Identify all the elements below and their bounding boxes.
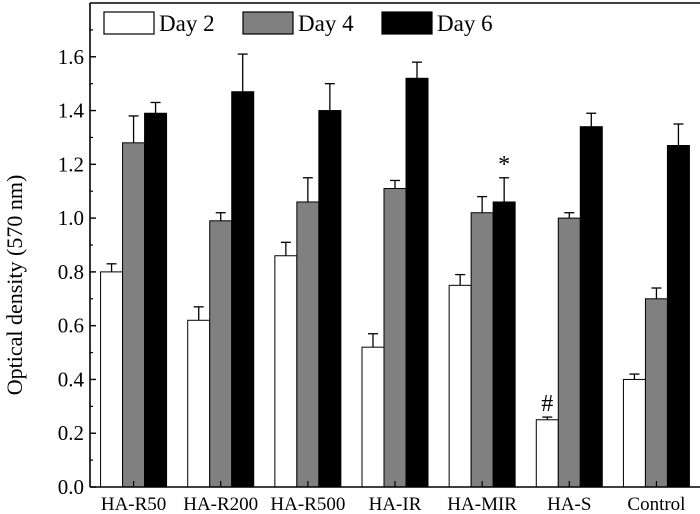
category-group — [100, 101, 168, 488]
bar — [383, 188, 407, 488]
legend-swatch — [242, 11, 294, 35]
bar — [557, 217, 581, 488]
bar — [448, 284, 472, 488]
x-tick-label: HA-R200 — [183, 494, 258, 514]
legend-swatch — [381, 11, 433, 35]
bar — [492, 201, 516, 488]
bar — [187, 319, 211, 488]
x-tick-label: HA-MIR — [447, 494, 517, 514]
y-tick-label: 1.6 — [58, 45, 84, 69]
x-tick-label: HA-R50 — [101, 494, 166, 514]
axes: 0.0 0.2 0.4 0.6 0.8 1.0 1.2 1.4 1.6 HA-R50 HA-R200… — [58, 2, 700, 514]
bar — [666, 145, 690, 488]
bar — [100, 271, 124, 488]
legend-label: Day 6 — [437, 11, 493, 36]
y-tick-label: 0.4 — [58, 367, 85, 391]
plot-area: #* — [100, 53, 690, 488]
significance-marker: # — [541, 391, 553, 417]
bar — [296, 201, 320, 488]
y-tick-label: 1.4 — [58, 99, 85, 123]
bar — [405, 77, 429, 488]
legend-swatch — [103, 11, 155, 35]
x-tick-label: Control — [627, 494, 685, 514]
legend: Day 2 Day 4 Day 6 — [103, 11, 493, 36]
x-tick-label: HA-R500 — [270, 494, 345, 514]
bar — [535, 419, 559, 488]
y-axis-title: Optical density (570 nm) — [2, 175, 27, 396]
category-group — [448, 177, 516, 488]
bar — [579, 126, 603, 488]
bar — [470, 212, 494, 488]
bar — [274, 255, 298, 488]
y-tick-label: 1.0 — [58, 206, 84, 230]
category-group — [622, 123, 690, 488]
bar — [622, 378, 646, 488]
x-tick-label: HA-IR — [369, 494, 422, 514]
bar — [318, 110, 342, 488]
category-group — [274, 83, 342, 488]
y-tick-label: 0.8 — [58, 260, 84, 284]
legend-item: Day 2 — [103, 11, 215, 36]
category-group — [361, 61, 429, 488]
bar — [122, 142, 146, 488]
significance-marker: * — [498, 152, 510, 178]
legend-label: Day 4 — [298, 11, 354, 36]
legend-item: Day 6 — [381, 11, 493, 36]
y-tick-label: 0.0 — [58, 475, 84, 499]
y-tick-label: 0.6 — [58, 314, 84, 338]
y-tick-label: 0.2 — [58, 421, 84, 445]
bar — [209, 220, 233, 488]
bar — [361, 346, 385, 488]
y-tick-label: 1.2 — [58, 152, 84, 176]
bar — [144, 112, 168, 488]
legend-item: Day 4 — [242, 11, 354, 36]
category-group — [187, 53, 255, 488]
bar — [644, 298, 668, 488]
legend-label: Day 2 — [159, 11, 215, 36]
x-tick-label: HA-S — [547, 494, 591, 514]
category-group — [535, 112, 603, 488]
bar — [231, 91, 255, 488]
